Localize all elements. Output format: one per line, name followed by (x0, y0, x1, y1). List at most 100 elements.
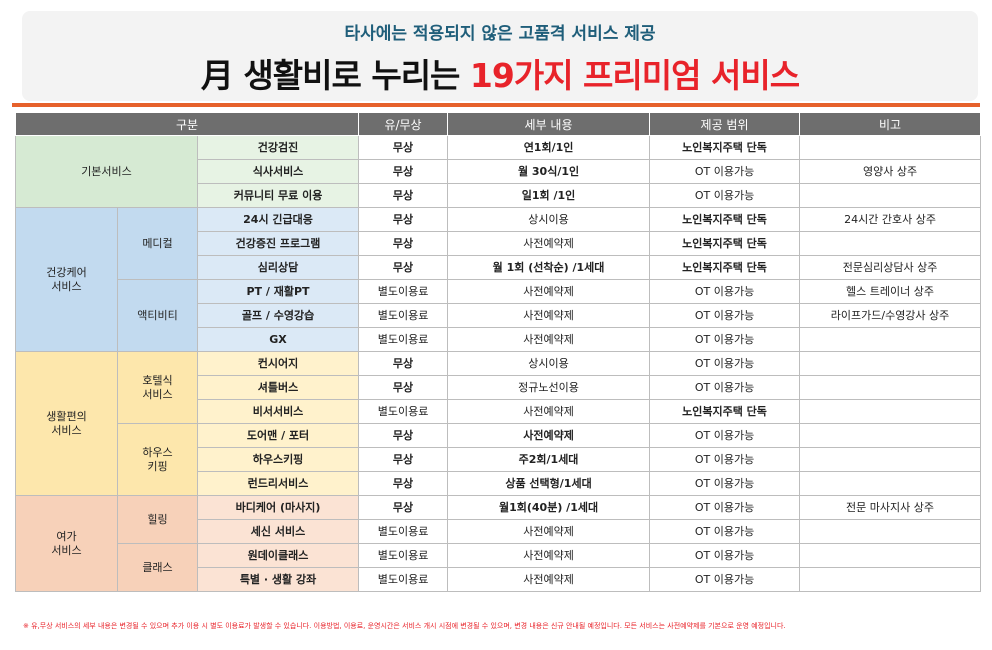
table-row: 비서서비스 별도이용료 사전예약제 노인복지주택 단독 (16, 399, 982, 424)
item-name: 런드리서비스 (196, 471, 360, 496)
header-banner: 타사에는 적용되지 않은 고품격 서비스 제공 月 생활비로 누리는 19가지 … (22, 11, 978, 101)
item-name: 24시 긴급대응 (196, 207, 360, 232)
subgroup-housekeeping: 하우스 키핑 (117, 423, 198, 496)
detail: 월 30식/1인 (447, 159, 651, 184)
subgroup-active: 액티비티 (117, 279, 198, 352)
scope: OT 이용가능 (649, 423, 801, 448)
detail: 연1회/1인 (447, 135, 651, 160)
fee: 별도이용료 (358, 543, 449, 568)
fee: 무상 (358, 159, 449, 184)
scope: OT 이용가능 (649, 567, 801, 592)
scope: 노인복지주택 단독 (649, 231, 801, 256)
note (799, 567, 982, 592)
detail: 사전예약제 (447, 567, 651, 592)
item-name: 건강증진 프로그램 (196, 231, 360, 256)
scope: OT 이용가능 (649, 351, 801, 376)
detail: 상시이용 (447, 207, 651, 232)
table-row: 클래스 원데이클래스 별도이용료 사전예약제 OT 이용가능 (16, 543, 982, 592)
item-name: 세신 서비스 (196, 519, 360, 544)
fee: 무상 (358, 231, 449, 256)
fee: 무상 (358, 375, 449, 400)
table-row: 생활편의 서비스 호텔식 서비스 컨시어지 무상 상시이용 OT 이용가능 (15, 351, 982, 496)
fee: 별도이용료 (358, 399, 449, 424)
accent-divider (12, 103, 980, 107)
fee: 무상 (358, 183, 449, 208)
detail: 사전예약제 (447, 231, 651, 256)
scope: OT 이용가능 (649, 327, 801, 352)
title-main: 月 생활비로 누리는 (200, 56, 460, 95)
services-table: 구분 유/무상 세부 내용 제공 범위 비고 기본서비스 건강검진 무상 연1회… (14, 112, 982, 592)
note (799, 399, 982, 424)
note (799, 375, 982, 400)
note (799, 135, 982, 160)
detail: 사전예약제 (447, 543, 651, 568)
note: 영양사 상주 (799, 159, 982, 184)
detail: 정규노선이용 (447, 375, 651, 400)
subgroup-healing: 힐링 (117, 495, 198, 544)
table-row: 액티비티 PT / 재활PT 별도이용료 사전예약제 OT 이용가능 헬스 트레… (16, 279, 982, 352)
item-name: 셔틀버스 (196, 375, 360, 400)
detail: 사전예약제 (447, 327, 651, 352)
note (799, 423, 982, 448)
scope: OT 이용가능 (649, 303, 801, 328)
group-leisure: 여가 서비스 (15, 495, 118, 592)
note: 전문 마사지사 상주 (799, 495, 982, 520)
item-name: 바디케어 (마사지) (196, 495, 360, 520)
fee: 별도이용료 (358, 327, 449, 352)
table-row: 여가 서비스 힐링 바디케어 (마사지) 무상 월1회(40분) /1세대 OT … (15, 495, 982, 592)
group-life: 생활편의 서비스 (15, 351, 118, 496)
subtitle: 타사에는 적용되지 않은 고품격 서비스 제공 (344, 24, 656, 44)
item-name: 도어맨 / 포터 (196, 423, 360, 448)
detail: 사전예약제 (447, 303, 651, 328)
header-scope: 제공 범위 (649, 112, 801, 136)
footnote: ※ 유,무상 서비스의 세부 내용은 변경될 수 있으며 추가 이용 시 별도 … (23, 622, 786, 630)
note (799, 231, 982, 256)
item-name: 컨시어지 (196, 351, 360, 376)
note (799, 447, 982, 472)
fee: 별도이용료 (358, 567, 449, 592)
scope: OT 이용가능 (649, 495, 801, 520)
table-row: 건강케어 서비스 메디컬 24시 긴급대응 무상 상시이용 노인복지주택 단독 2… (15, 207, 982, 352)
title-accent: 19가지 프리미엄 서비스 (469, 56, 800, 95)
fee: 무상 (358, 447, 449, 472)
scope: 노인복지주택 단독 (649, 399, 801, 424)
detail: 월1회(40분) /1세대 (447, 495, 651, 520)
fee: 무상 (358, 207, 449, 232)
fee: 별도이용료 (358, 303, 449, 328)
item-name: 비서서비스 (196, 399, 360, 424)
fee: 무상 (358, 255, 449, 280)
detail: 월 1회 (선착순) /1세대 (447, 255, 651, 280)
detail: 사전예약제 (447, 279, 651, 304)
header-category: 구분 (14, 112, 360, 136)
detail: 주2회/1세대 (447, 447, 651, 472)
scope: OT 이용가능 (649, 447, 801, 472)
header-detail: 세부 내용 (447, 112, 651, 136)
table-row: 건강증진 프로그램 무상 사전예약제 노인복지주택 단독 (16, 231, 982, 256)
detail: 사전예약제 (447, 399, 651, 424)
note: 헬스 트레이너 상주 (799, 279, 982, 304)
table-row: 식사서비스 무상 월 30식/1인 OT 이용가능 영양사 상주 (16, 159, 982, 184)
scope: OT 이용가능 (649, 471, 801, 496)
scope: OT 이용가능 (649, 519, 801, 544)
detail: 상시이용 (447, 351, 651, 376)
group-basic: 기본서비스 (15, 135, 198, 208)
table-header-row: 구분 유/무상 세부 내용 제공 범위 비고 (14, 112, 982, 136)
item-name: 커뮤니티 무료 이용 (196, 183, 360, 208)
note (799, 351, 982, 376)
item-name: 골프 / 수영강습 (196, 303, 360, 328)
note: 24시간 간호사 상주 (799, 207, 982, 232)
table-row: 런드리서비스 무상 상품 선택형/1세대 OT 이용가능 (16, 471, 982, 496)
subgroup-class: 클래스 (117, 543, 198, 592)
table-row: 기본서비스 건강검진 무상 연1회/1인 노인복지주택 단독 (15, 135, 982, 208)
table-row: 골프 / 수영강습 별도이용료 사전예약제 OT 이용가능 라이프가드/수영강사… (16, 303, 982, 328)
scope: OT 이용가능 (649, 183, 801, 208)
fee: 별도이용료 (358, 279, 449, 304)
scope: OT 이용가능 (649, 159, 801, 184)
scope: OT 이용가능 (649, 543, 801, 568)
fee: 무상 (358, 135, 449, 160)
note: 전문심리상담사 상주 (799, 255, 982, 280)
scope: 노인복지주택 단독 (649, 135, 801, 160)
table-row: 특별 · 생활 강좌 별도이용료 사전예약제 OT 이용가능 (16, 567, 982, 592)
detail: 사전예약제 (447, 423, 651, 448)
note (799, 543, 982, 568)
